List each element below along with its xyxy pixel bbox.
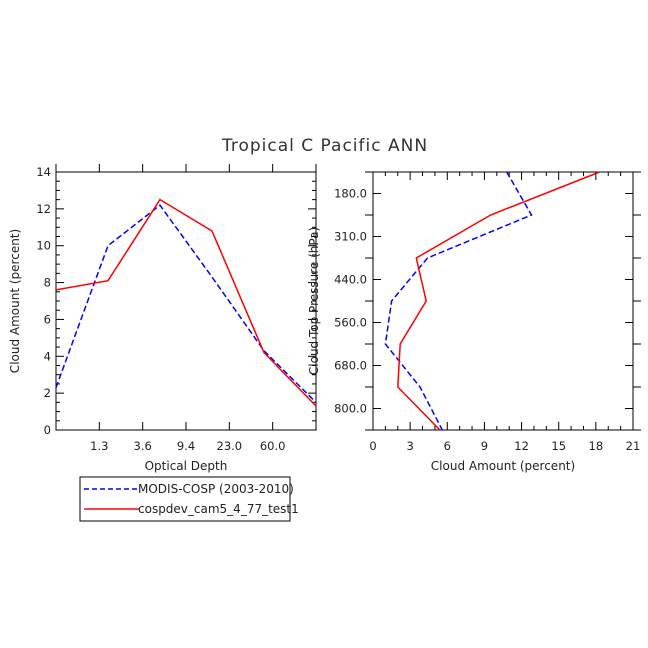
left-x-tick-label: 1.3 <box>90 439 108 453</box>
legend-label-modis: MODIS-COSP (2003-2010) <box>138 482 294 496</box>
right-y-tick-label: 560.0 <box>334 316 367 330</box>
left-y-axis-label: Cloud Amount (percent) <box>8 229 22 373</box>
left-plot-frame <box>55 171 317 431</box>
left-panel: 0 2 4 6 8 10 12 14 1.3 3.6 9.4 23.0 60.0 Optical Dep… <box>8 164 317 473</box>
right-x-tick-label: 0 <box>369 439 376 453</box>
right-panel: 0 3 6 9 12 15 18 21 180.0 310.0 440.0 560.0 680.0 800… <box>307 171 641 473</box>
right-x-tick-label: 12 <box>514 439 529 453</box>
right-x-tick-label: 21 <box>626 439 641 453</box>
right-series-modis-line <box>384 171 533 431</box>
chart-title: Tropical C Pacific ANN <box>221 136 428 156</box>
left-y-tick-label: 14 <box>36 165 51 179</box>
right-x-tick-label: 6 <box>444 439 451 453</box>
right-y-tick-label: 310.0 <box>334 230 367 244</box>
left-x-tick-label: 9.4 <box>177 439 195 453</box>
left-y-tick-label: 8 <box>44 276 51 290</box>
left-x-tick-label: 3.6 <box>134 439 152 453</box>
right-x-tick-label: 3 <box>406 439 413 453</box>
right-x-axis-label: Cloud Amount (percent) <box>431 459 575 473</box>
left-y-tick-label: 2 <box>44 386 51 400</box>
left-series-modis-line <box>55 204 317 403</box>
left-y-tick-label: 4 <box>44 349 51 363</box>
left-y-tick-label: 10 <box>36 239 51 253</box>
legend: MODIS-COSP (2003-2010) cospdev_cam5_4_77… <box>79 476 299 522</box>
right-y-tick-label: 440.0 <box>334 273 367 287</box>
right-x-tick-label: 9 <box>481 439 488 453</box>
right-series-cam-line <box>397 171 600 431</box>
right-y-tick-label: 800.0 <box>334 402 367 416</box>
left-x-tick-label: 23.0 <box>217 439 243 453</box>
left-x-tick-label: 60.0 <box>260 439 286 453</box>
left-x-axis-label: Optical Depth <box>145 459 228 473</box>
left-y-tick-label: 12 <box>36 202 51 216</box>
right-y-tick-label: 680.0 <box>334 359 367 373</box>
left-series-cam-line <box>55 198 317 407</box>
right-y-tick-label: 180.0 <box>334 187 367 201</box>
right-y-axis-label: Cloud Top Pressure (hPa) <box>307 227 321 375</box>
legend-label-cam: cospdev_cam5_4_77_test1 <box>138 502 299 516</box>
legend-box <box>79 476 291 522</box>
right-x-tick-label: 18 <box>589 439 604 453</box>
right-x-tick-label: 15 <box>551 439 566 453</box>
left-y-tick-label: 6 <box>44 312 51 326</box>
left-y-tick-label: 0 <box>44 423 51 437</box>
